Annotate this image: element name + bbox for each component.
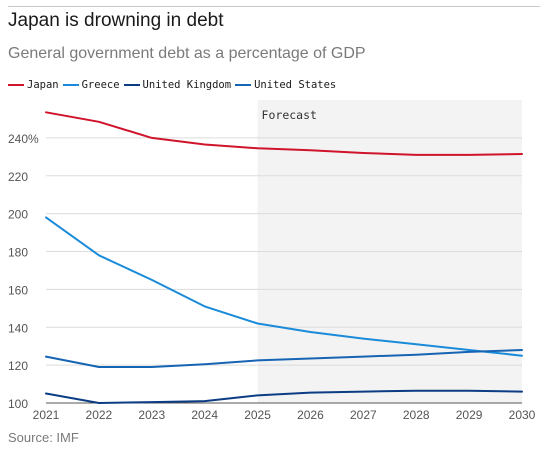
y-tick-label-200: 200 (8, 208, 28, 222)
forecast-label: Forecast (262, 108, 317, 122)
x-tick-label-2029: 2029 (456, 408, 483, 422)
y-tick-label-100: 100 (8, 397, 28, 411)
y-tick-label-220: 220 (8, 170, 28, 184)
legend-label-united-kingdom: United Kingdom (142, 79, 232, 91)
legend-item-greece: Greece (62, 79, 120, 91)
series-line-japan (45, 111, 523, 156)
x-tick-label-2025: 2025 (244, 408, 271, 422)
x-tick-label-2026: 2026 (297, 408, 324, 422)
legend-swatch-japan (8, 84, 24, 86)
line-chart: Forecast 100 120 140 160 180 200 220 240% 2021 202… (8, 100, 536, 422)
source-note: Source: IMF (8, 430, 79, 445)
chart-legend: Japan Greece United Kingdom United State… (8, 78, 340, 92)
x-tick-label-2023: 2023 (138, 408, 165, 422)
legend-item-united-kingdom: United Kingdom (123, 79, 232, 91)
y-tick-label-240: 240% (8, 132, 39, 146)
legend-item-united-states: United States (235, 79, 336, 91)
x-tick-label-2024: 2024 (191, 408, 218, 422)
x-tick-label-2030: 2030 (509, 408, 536, 422)
series-line-united-states (45, 349, 523, 368)
x-tick-label-2027: 2027 (350, 408, 377, 422)
legend-item-japan: Japan (8, 79, 59, 91)
x-tick-label-2022: 2022 (86, 408, 113, 422)
legend-label-united-states: United States (254, 79, 337, 91)
legend-swatch-united-states (235, 84, 252, 86)
chart-subtitle: General government debt as a percentage … (8, 45, 366, 62)
y-tick-label-160: 160 (8, 283, 28, 297)
legend-swatch-greece (62, 84, 79, 86)
series-line-greece (45, 216, 523, 357)
y-tick-label-140: 140 (8, 321, 28, 335)
x-tick-label-2021: 2021 (33, 408, 60, 422)
x-tick-label-2028: 2028 (403, 408, 430, 422)
legend-label-greece: Greece (81, 79, 120, 91)
series-line-united-kingdom (45, 389, 523, 404)
y-tick-label-180: 180 (8, 246, 28, 260)
legend-label-japan: Japan (27, 79, 59, 91)
top-rule (8, 6, 540, 7)
y-tick-label-120: 120 (8, 359, 28, 373)
chart-title: Japan is drowning in debt (8, 10, 224, 31)
legend-swatch-united-kingdom (123, 84, 140, 86)
